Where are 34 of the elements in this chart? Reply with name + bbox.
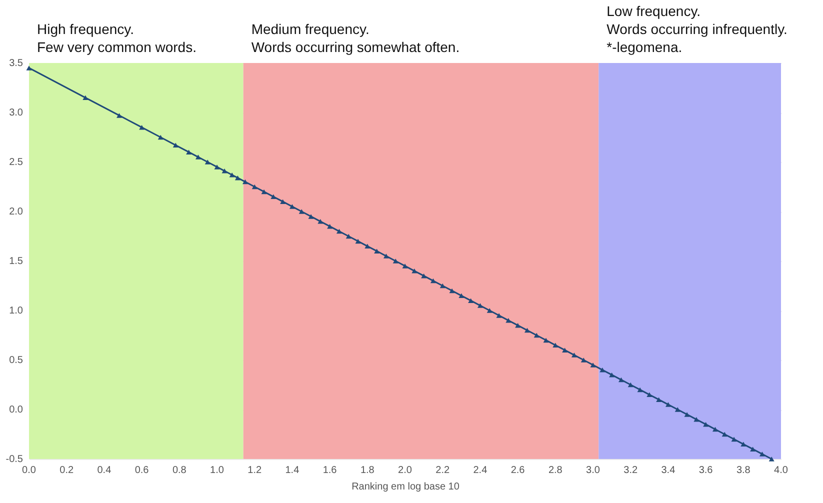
x-tick-label: 2.0 <box>398 465 412 476</box>
x-tick-label: 2.6 <box>510 465 526 476</box>
x-tick-label: 2.2 <box>436 465 450 476</box>
y-tick-label: 3.5 <box>9 58 24 69</box>
y-tick-label: -0.5 <box>6 454 24 465</box>
band-label: High frequency. Few very common words. <box>37 21 196 55</box>
x-tick-label: 1.2 <box>248 465 262 476</box>
x-tick-label: 2.4 <box>473 465 488 476</box>
y-tick-label: 1.0 <box>9 306 24 316</box>
x-tick-label: 2.8 <box>548 465 563 476</box>
x-axis-title: Ranking em log base 10 <box>352 482 460 492</box>
x-tick-label: 0.4 <box>97 465 112 476</box>
y-tick-label: 0.5 <box>9 355 24 366</box>
y-tick-label: 1.5 <box>9 256 24 267</box>
x-tick-label: 0.2 <box>60 465 74 476</box>
x-tick-label: 3.8 <box>736 465 751 476</box>
y-tick-label: 2.0 <box>9 206 24 218</box>
x-tick-label: 0.0 <box>22 465 36 476</box>
x-tick-label: 1.0 <box>210 465 224 476</box>
x-tick-label: 1.8 <box>360 465 375 476</box>
x-tick-label: 3.4 <box>661 465 676 476</box>
band-label: Medium frequency. Words occurring somewhat often. <box>251 21 460 55</box>
x-tick-label: 3.6 <box>698 465 714 476</box>
x-tick-label: 1.6 <box>322 465 338 476</box>
y-tick-label: 3.0 <box>9 108 24 118</box>
x-tick-label: 0.6 <box>134 465 150 476</box>
x-tick-label: 1.4 <box>285 465 300 476</box>
band-label: Low frequency. Words occurring infrequently. *-legomena. <box>606 3 788 55</box>
x-tick-label: 0.8 <box>172 465 187 476</box>
y-tick-label: 0.0 <box>9 404 24 416</box>
y-tick-label: 2.5 <box>9 157 24 168</box>
x-tick-label: 4.0 <box>774 465 788 476</box>
x-tick-label: 3.2 <box>624 465 638 476</box>
x-tick-label: 3.0 <box>586 465 600 476</box>
